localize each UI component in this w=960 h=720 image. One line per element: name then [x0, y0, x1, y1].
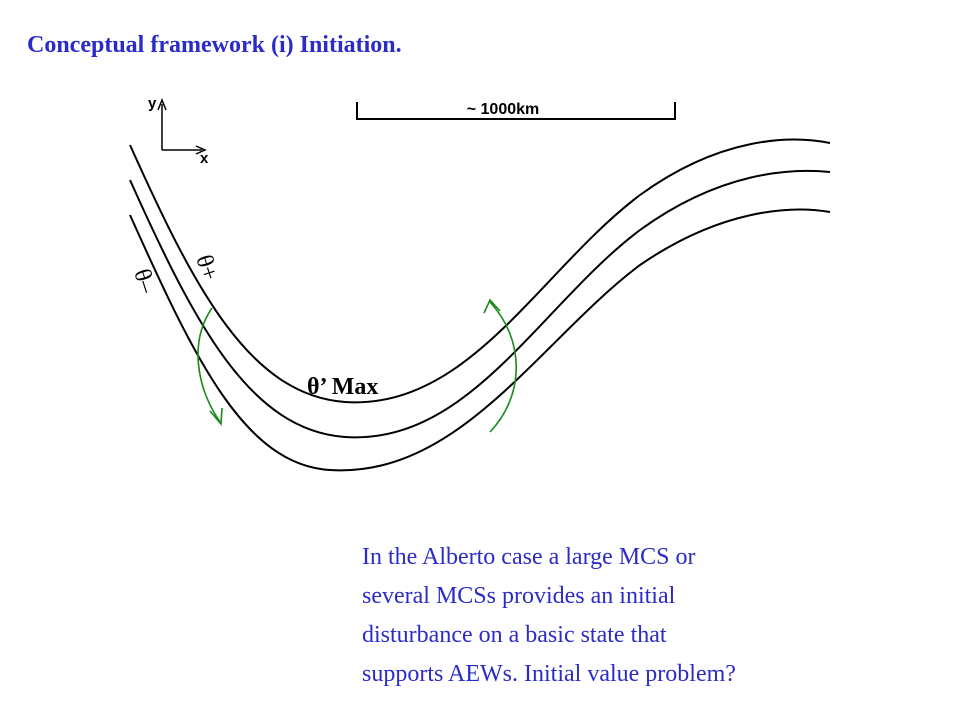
- scale-bar: ~ 1000km: [356, 101, 676, 120]
- description: In the Alberto case a large MCS or sever…: [362, 544, 736, 687]
- axis-label: x: [200, 150, 209, 167]
- axis-label: y: [148, 95, 157, 112]
- axes-icon: y x: [148, 95, 209, 167]
- scale-label: ~ 1000km: [467, 101, 540, 118]
- text-line: supports AEWs. Initial value problem?: [362, 661, 736, 687]
- theta-max-label: θ’ Max: [307, 374, 378, 400]
- text-line: disturbance on a basic state that: [362, 622, 667, 648]
- slide-title: Conceptual framework (i) Initiation.: [27, 32, 402, 58]
- text-line: In the Alberto case a large MCS or: [362, 544, 695, 570]
- contours: [129, 138, 831, 472]
- circulation-arrows: [197, 298, 517, 433]
- text-line: several MCSs provides an initial: [362, 583, 676, 609]
